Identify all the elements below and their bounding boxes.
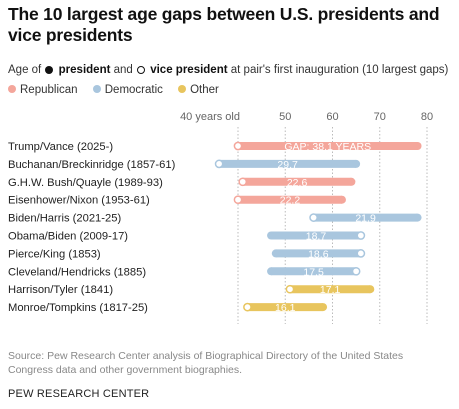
president-dot — [319, 303, 328, 312]
legend-item-democratic: Democratic — [92, 84, 163, 96]
president-dot — [366, 285, 375, 294]
subtitle-president: president — [58, 64, 111, 76]
legend-item-republican: Republican — [8, 84, 78, 96]
row-label: Harrison/Tyler (1841) — [8, 284, 113, 296]
row-label: G.H.W. Bush/Quayle (1989-93) — [8, 177, 163, 189]
president-dot — [267, 231, 276, 240]
dumbbell-chart: 40 years old 50 60 70 80 Trump/Vance (2025-) G… — [8, 111, 433, 324]
vice-president-dot — [285, 284, 295, 294]
row-label: Trump/Vance (2025-) — [8, 141, 113, 153]
gap-label: 21.9 — [355, 213, 376, 225]
gap-label: 17.5 — [303, 266, 324, 278]
source-note: Source: Pew Research Center analysis of … — [8, 350, 404, 376]
vice-president-dot — [243, 302, 252, 312]
filled-circle-icon — [45, 65, 54, 74]
chart-title: The 10 largest age gaps between U.S. pre… — [8, 4, 440, 45]
president-dot — [347, 177, 356, 186]
gap-label: 18.7 — [306, 231, 327, 243]
gap-label: 22.2 — [280, 195, 301, 207]
legend-item-other: Other — [178, 84, 219, 96]
president-dot — [413, 213, 422, 222]
president-dot — [271, 249, 280, 258]
x-tick-label: 50 — [279, 111, 291, 123]
gap-label: 22.6 — [287, 177, 308, 189]
gap-label: 16.1 — [275, 302, 296, 314]
legend-label-republican: Republican — [20, 84, 78, 96]
row-label: Pierce/King (1853) — [8, 248, 101, 260]
x-tick-label: 60 — [326, 111, 338, 123]
x-tick-label: 40 years old — [180, 111, 240, 123]
gap-label: GAP: 38.1 YEARS — [284, 141, 371, 153]
vice-president-dot — [351, 266, 361, 276]
president-dot — [413, 142, 422, 150]
president-dot — [337, 195, 346, 204]
vice-president-dot — [309, 213, 318, 222]
x-tick-label: 80 — [421, 111, 433, 123]
gap-label: 29.7 — [277, 159, 298, 171]
vice-president-dot — [356, 231, 366, 240]
subtitle-vice-president: vice president — [150, 64, 228, 76]
subtitle-prefix: Age of — [8, 64, 42, 76]
subtitle-suffix: at pair's first inauguration (10 largest… — [230, 64, 449, 76]
chart-legend: Republican Democratic Other — [8, 84, 231, 96]
legend-label-other: Other — [190, 84, 219, 96]
row-label: Buchanan/Breckinridge (1857-61) — [8, 159, 176, 171]
vice-president-dot — [233, 141, 243, 151]
chart-subtitle: Age of president and vice president at p… — [8, 64, 448, 76]
gap-label: 17.1 — [320, 284, 341, 296]
legend-label-democratic: Democratic — [104, 84, 163, 96]
gap-label: 18.6 — [308, 248, 329, 260]
hollow-circle-icon — [137, 65, 146, 74]
x-tick-label: 70 — [374, 111, 386, 123]
row-label: Monroe/Tompkins (1817-25) — [8, 302, 148, 314]
legend-swatch-democratic — [92, 85, 101, 93]
vice-president-dot — [356, 249, 366, 258]
vice-president-dot — [214, 159, 224, 169]
brand-label: PEW RESEARCH CENTER — [8, 388, 150, 400]
legend-swatch-republican — [8, 85, 16, 93]
row-label: Biden/Harris (2021-25) — [8, 213, 121, 225]
subtitle-and: and — [113, 64, 133, 76]
row-label: Cleveland/Hendricks (1885) — [8, 266, 146, 278]
vice-president-dot — [238, 177, 248, 187]
row-label: Obama/Biden (2009-17) — [8, 231, 128, 243]
legend-swatch-other — [178, 85, 187, 93]
vice-president-dot — [233, 195, 243, 205]
president-dot — [267, 267, 276, 276]
row-label: Eisenhower/Nixon (1953-61) — [8, 195, 150, 207]
president-dot — [352, 159, 361, 168]
